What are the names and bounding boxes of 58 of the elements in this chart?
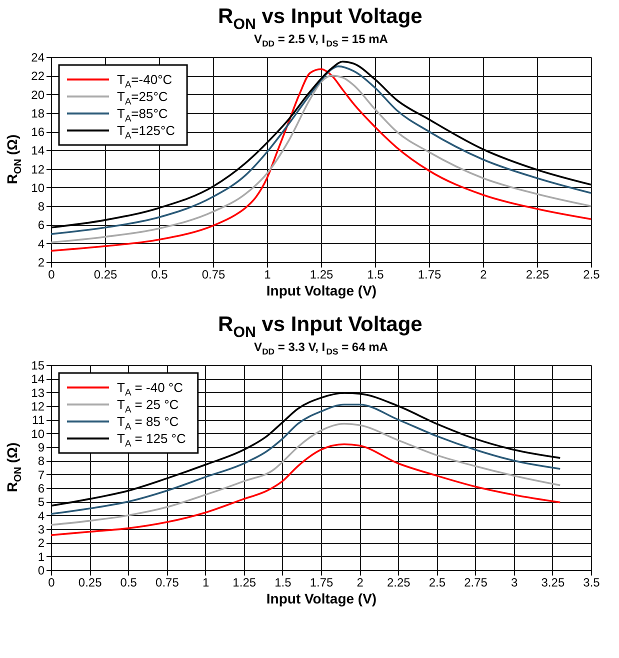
x-tick-label: 0.75: [202, 268, 226, 282]
x-axis-title: Input Voltage (V): [266, 590, 377, 606]
x-tick-label: 2: [480, 268, 488, 282]
y-tick-label: 9: [38, 440, 45, 454]
x-tick-label: 1.25: [232, 576, 256, 590]
x-tick-label: 0.5: [151, 268, 168, 282]
x-tick-label: 0: [48, 268, 56, 282]
x-tick-label: 0.25: [78, 576, 102, 590]
x-tick-label: 1.75: [418, 268, 442, 282]
y-tick-label: 8: [38, 200, 45, 214]
y-tick-label: 13: [31, 386, 45, 400]
y-tick-label: 4: [38, 236, 45, 251]
y-tick-label: 24: [31, 50, 45, 64]
x-tick-label: 0.5: [120, 576, 138, 590]
y-tick-label: 2: [38, 536, 45, 550]
y-axis-title: RON (Ω): [4, 442, 24, 492]
x-tick-label: 0.25: [94, 268, 118, 282]
y-tick-label: 15: [31, 358, 45, 372]
x-tick-label: 3.25: [541, 576, 565, 590]
y-tick-label: 10: [31, 426, 45, 441]
x-tick-label: 3.5: [583, 576, 600, 590]
y-tick-label: 7: [38, 468, 45, 482]
y-tick-label: 16: [31, 125, 45, 140]
y-tick-label: 10: [31, 180, 45, 195]
x-tick-label: 0: [48, 576, 56, 590]
x-tick-label: 1.25: [310, 268, 334, 282]
y-tick-label: 0: [38, 564, 45, 578]
y-tick-label: 6: [38, 482, 45, 496]
y-tick-label: 12: [31, 400, 45, 414]
y-tick-label: 3: [38, 522, 45, 536]
y-tick-label: 2: [38, 256, 45, 270]
x-tick-label: 2.5: [428, 576, 446, 590]
x-tick-label: 1: [264, 268, 272, 282]
x-tick-label: 1.5: [367, 268, 384, 282]
y-tick-label: 1: [38, 550, 45, 564]
y-tick-label: 14: [31, 372, 45, 386]
x-tick-label: 1.5: [274, 576, 292, 590]
x-axis-title: Input Voltage (V): [266, 282, 377, 298]
x-tick-label: 1.75: [310, 576, 334, 590]
y-tick-label: 12: [31, 162, 45, 176]
y-axis-title: RON (Ω): [4, 134, 24, 184]
y-tick-label: 8: [38, 454, 45, 468]
x-tick-label: 2: [356, 576, 364, 590]
y-tick-label: 22: [31, 69, 45, 84]
y-tick-label: 18: [31, 106, 45, 120]
y-tick-label: 14: [31, 144, 45, 158]
y-tick-label: 6: [38, 218, 45, 232]
x-tick-label: 1: [202, 576, 210, 590]
x-tick-label: 2.25: [386, 576, 411, 590]
x-tick-label: 2.5: [583, 268, 600, 282]
y-tick-label: 11: [32, 413, 45, 428]
y-tick-label: 20: [31, 88, 45, 102]
y-tick-label: 5: [38, 495, 45, 510]
x-tick-label: 3: [511, 576, 518, 590]
x-tick-label: 2.25: [526, 268, 550, 282]
y-tick-label: 4: [38, 508, 45, 523]
x-tick-label: 2.75: [464, 576, 488, 590]
x-tick-label: 0.75: [156, 576, 180, 590]
